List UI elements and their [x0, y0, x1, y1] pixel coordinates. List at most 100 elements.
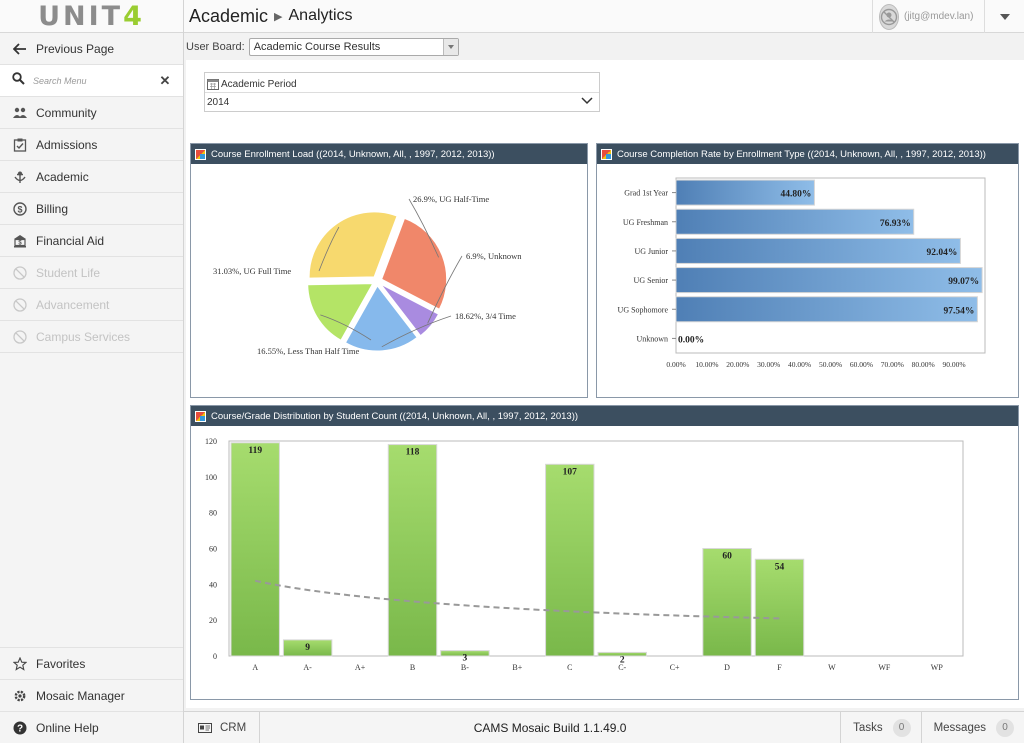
previous-page-button[interactable]: Previous Page — [0, 33, 183, 65]
clear-search-icon[interactable]: ✕ — [159, 72, 171, 88]
pie-leader-line — [427, 255, 463, 324]
data-label: 2 — [620, 655, 625, 665]
chevron-down-icon — [581, 97, 593, 108]
x-tick-label: C+ — [670, 663, 680, 672]
search-menu-input[interactable]: Search Menu — [33, 75, 87, 86]
sidebar-item-financial-aid[interactable]: $ Financial Aid — [0, 225, 183, 257]
sidebar-nav: Community Admissions Academic $ Billing $ Fina… — [0, 97, 183, 353]
user-account[interactable]: (jitg@mdev.lan) — [872, 0, 974, 33]
x-tick-label: 50.00% — [819, 360, 842, 369]
data-label: 60 — [722, 552, 732, 562]
previous-page-label: Previous Page — [36, 41, 115, 56]
pie-label: 26.9%, UG Half-Time — [413, 194, 489, 204]
svg-text:?: ? — [17, 723, 23, 734]
tasks-button[interactable]: Tasks 0 — [840, 711, 920, 743]
data-label: 107 — [563, 467, 578, 477]
y-tick-label: 80 — [209, 509, 217, 518]
bar — [282, 639, 333, 657]
sidebar: UNIT4 Previous Page Search Menu ✕ Commun… — [0, 0, 184, 743]
sidebar-item-label: Admissions — [36, 137, 98, 152]
svg-text:$: $ — [17, 204, 22, 214]
x-tick-label: F — [777, 663, 782, 672]
sidebar-item-campus-services: Campus Services — [0, 321, 183, 353]
bar — [702, 548, 752, 657]
chart-icon — [195, 148, 206, 160]
campus-services-icon — [12, 329, 28, 345]
data-label: 99.07% — [948, 277, 979, 287]
student-life-icon — [12, 265, 28, 281]
x-tick-label: D — [724, 663, 730, 672]
x-tick-label: 90.00% — [943, 360, 966, 369]
dropdown-arrow-icon — [442, 39, 458, 55]
data-label: 0.00% — [678, 335, 704, 345]
sidebar-item-label: Student Life — [36, 265, 101, 280]
mosaic-manager-label: Mosaic Manager — [36, 688, 125, 703]
x-tick-label: 60.00% — [850, 360, 873, 369]
sidebar-item-community[interactable]: Community — [0, 97, 183, 129]
userboard-label: User Board: — [186, 41, 245, 53]
crm-label: CRM — [220, 721, 247, 734]
x-tick-label: W — [828, 663, 836, 672]
sidebar-item-label: Community — [36, 105, 97, 120]
y-tick-label: 120 — [205, 437, 217, 446]
header: Academic ▶ Analytics (jitg@mdev.lan) — [184, 0, 1024, 33]
completion-rate-title: Course Completion Rate by Enrollment Typ… — [617, 148, 986, 160]
financial-aid-icon: $ — [12, 233, 28, 249]
sidebar-item-student-life: Student Life — [0, 257, 183, 289]
chart-icon — [601, 148, 612, 160]
academic-icon — [12, 169, 28, 185]
bar — [545, 463, 595, 657]
sidebar-item-billing[interactable]: $ Billing — [0, 193, 183, 225]
userboard-select[interactable]: Academic Course Results — [248, 38, 459, 56]
pie-slice — [381, 217, 448, 310]
x-tick-label: B- — [461, 663, 469, 672]
user-email: (jitg@mdev.lan) — [904, 11, 974, 22]
community-icon — [12, 105, 28, 121]
unit4-logo: UNIT4 — [0, 0, 183, 33]
grade-distribution-panel: Course/Grade Distribution by Student Cou… — [190, 405, 1019, 700]
bar — [754, 558, 805, 657]
breadcrumb-arrow-icon: ▶ — [274, 10, 283, 23]
y-tick-label: 0 — [213, 652, 217, 661]
category-label: Grad 1st Year — [624, 189, 668, 198]
online-help-label: Online Help — [36, 720, 99, 735]
bar — [675, 208, 915, 235]
academic-period-filter: Academic Period 2014 — [204, 72, 600, 112]
x-tick-label: 70.00% — [881, 360, 904, 369]
category-label: UG Sophomore — [618, 305, 669, 314]
sidebar-item-academic[interactable]: Academic — [0, 161, 183, 193]
footer: CRM CAMS Mosaic Build 1.1.49.0 Tasks 0 M… — [184, 711, 1024, 743]
enrollment-load-title: Course Enrollment Load ((2014, Unknown, … — [211, 148, 495, 160]
academic-period-select[interactable]: 2014 — [205, 92, 599, 112]
sidebar-item-label: Academic — [36, 169, 89, 184]
sidebar-item-admissions[interactable]: Admissions — [0, 129, 183, 161]
favorites-button[interactable]: Favorites — [0, 647, 183, 679]
x-tick-label: C — [567, 663, 572, 672]
star-icon — [12, 656, 28, 672]
bar — [675, 237, 961, 264]
user-menu-button[interactable] — [984, 0, 1024, 33]
category-label: UG Freshman — [623, 218, 668, 227]
category-label: UG Junior — [634, 247, 668, 256]
crm-button[interactable]: CRM — [184, 711, 260, 743]
x-tick-label: 80.00% — [912, 360, 935, 369]
pie-label: 6.9%, Unknown — [466, 251, 522, 261]
plot-area — [228, 440, 964, 657]
breadcrumb-root[interactable]: Academic — [189, 5, 269, 26]
messages-button[interactable]: Messages 0 — [920, 711, 1024, 743]
grade-distribution-title: Course/Grade Distribution by Student Cou… — [211, 410, 579, 422]
x-tick-label: B+ — [512, 663, 522, 672]
tasks-count-badge: 0 — [892, 718, 911, 737]
pie-leader-line — [320, 314, 372, 341]
x-tick-label: A- — [303, 663, 312, 672]
favorites-label: Favorites — [36, 656, 86, 671]
bar — [675, 296, 978, 323]
gear-icon — [12, 688, 28, 704]
pie-slice — [307, 283, 374, 341]
trend-line — [255, 579, 780, 620]
x-tick-label: B — [410, 663, 415, 672]
online-help-button[interactable]: ? Online Help — [0, 711, 183, 743]
mosaic-manager-button[interactable]: Mosaic Manager — [0, 679, 183, 711]
pie-leader-line — [408, 198, 440, 258]
completion-rate-chart: Grad 1st Year 44.80% UG Freshman 76.93% UG J… — [618, 177, 986, 369]
